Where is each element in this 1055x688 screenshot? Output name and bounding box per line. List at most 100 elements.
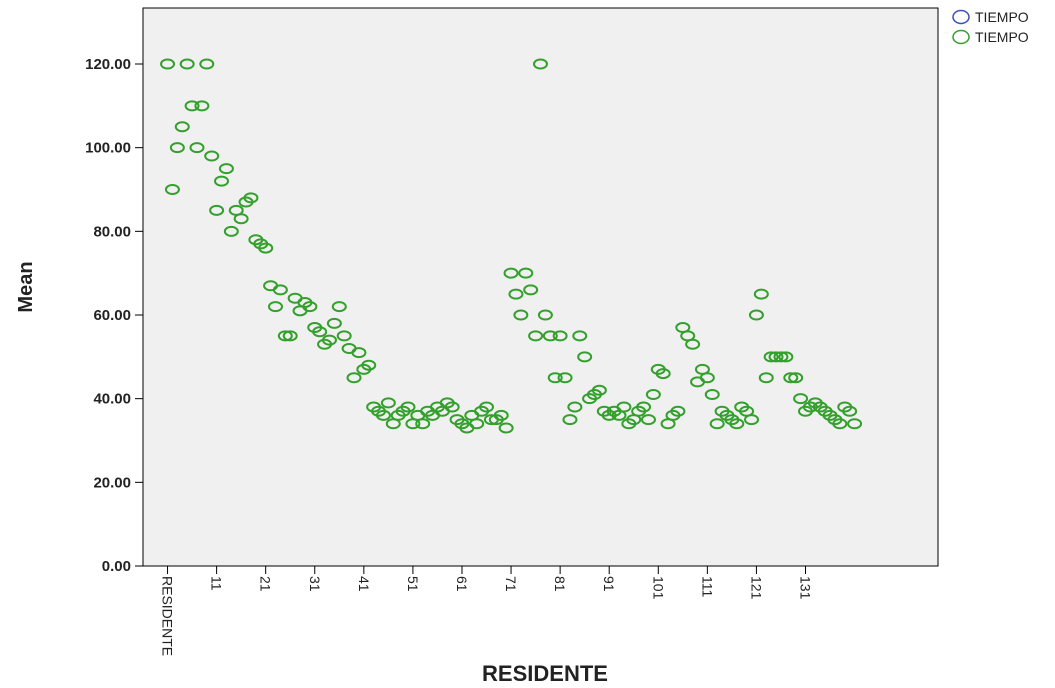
data-point [479,401,495,413]
data-point [768,351,784,363]
data-point [199,58,215,70]
data-point [699,372,715,384]
data-point [783,372,799,384]
data-point [214,175,230,187]
data-point [277,330,293,342]
x-axis: RESIDENTE 11 21 31 41 51 61 71 81 91 101 111 121 131 [160,566,814,656]
x-tick-label: 51 [405,576,421,592]
data-point [685,338,701,350]
x-tick-label: 111 [699,576,715,597]
data-point [645,388,661,400]
data-point [282,330,298,342]
data-point [513,309,529,321]
data-point [557,372,573,384]
y-axis: 0.00 20.00 40.00 60.00 80.00 100.00 120.00 [85,56,143,575]
data-point [778,351,794,363]
data-point [204,150,220,162]
x-axis-title: RESIDENTE [482,661,608,686]
x-tick-label: 81 [552,576,568,592]
data-point [218,163,234,175]
data-point [272,284,288,296]
data-point [331,301,347,313]
data-point [748,309,764,321]
data-point [773,351,789,363]
data-point [336,330,352,342]
data-point [268,301,283,313]
data-point [842,405,858,417]
data-point [577,351,593,363]
data-point [400,401,416,413]
data-point [164,184,180,195]
data-point [380,397,396,409]
data-point [793,393,809,405]
data-point [258,242,274,254]
data-point [346,372,362,384]
data-point [209,204,225,216]
data-point [184,100,200,112]
data-point [547,372,563,384]
x-tick-label: 31 [307,576,323,592]
data-point [174,121,190,133]
data-point [415,418,431,430]
x-tick-label: RESIDENTE [160,576,176,656]
data-point [243,192,259,204]
data-point [321,334,337,346]
data-point [498,422,514,434]
data-point [616,401,632,413]
legend-marker [952,29,970,45]
data-point [518,267,534,279]
data-point [194,100,210,112]
data-points [160,58,863,434]
data-point [704,388,720,400]
data-point [528,330,544,342]
data-point [591,384,607,396]
data-point [493,409,509,421]
x-tick-label: 91 [601,576,617,592]
x-tick-label: 121 [748,576,764,600]
data-point [326,317,342,329]
data-point [763,351,779,363]
y-tick-label: 100.00 [85,140,131,157]
x-tick-label: 101 [650,576,666,600]
data-point [640,414,656,426]
data-point [753,288,769,300]
y-tick-label: 0.00 [102,558,131,575]
plot-area [142,7,939,567]
data-point [847,418,863,430]
data-point [233,213,249,225]
x-tick-label: 11 [209,576,225,591]
y-tick-label: 40.00 [93,391,131,408]
y-tick-label: 120.00 [85,56,131,73]
y-tick-label: 20.00 [93,474,131,491]
x-tick-label: 61 [454,576,470,592]
data-point [503,267,519,279]
data-point [302,301,318,313]
y-axis-title: Mean [15,261,37,312]
x-tick-label: 41 [356,576,372,592]
data-point [636,401,652,413]
data-point [533,58,548,70]
x-tick-label: 21 [258,576,274,592]
data-point [832,418,848,430]
legend-label: TIEMPO [975,29,1029,45]
y-tick-label: 60.00 [93,307,131,324]
data-point [744,414,760,426]
data-point [444,401,460,413]
data-point [469,418,485,430]
data-point [508,288,524,300]
legend-label: TIEMPO [975,9,1029,25]
data-point [375,409,391,421]
data-point [169,142,185,154]
data-point [729,418,745,430]
data-point [562,414,578,426]
x-tick-label: 131 [798,576,814,600]
data-point [537,309,553,321]
y-tick-label: 80.00 [93,223,131,240]
data-point [160,58,176,70]
data-point [670,405,686,417]
legend-marker [952,9,970,25]
data-point [788,372,804,384]
data-point [567,401,583,413]
data-point [758,372,774,384]
